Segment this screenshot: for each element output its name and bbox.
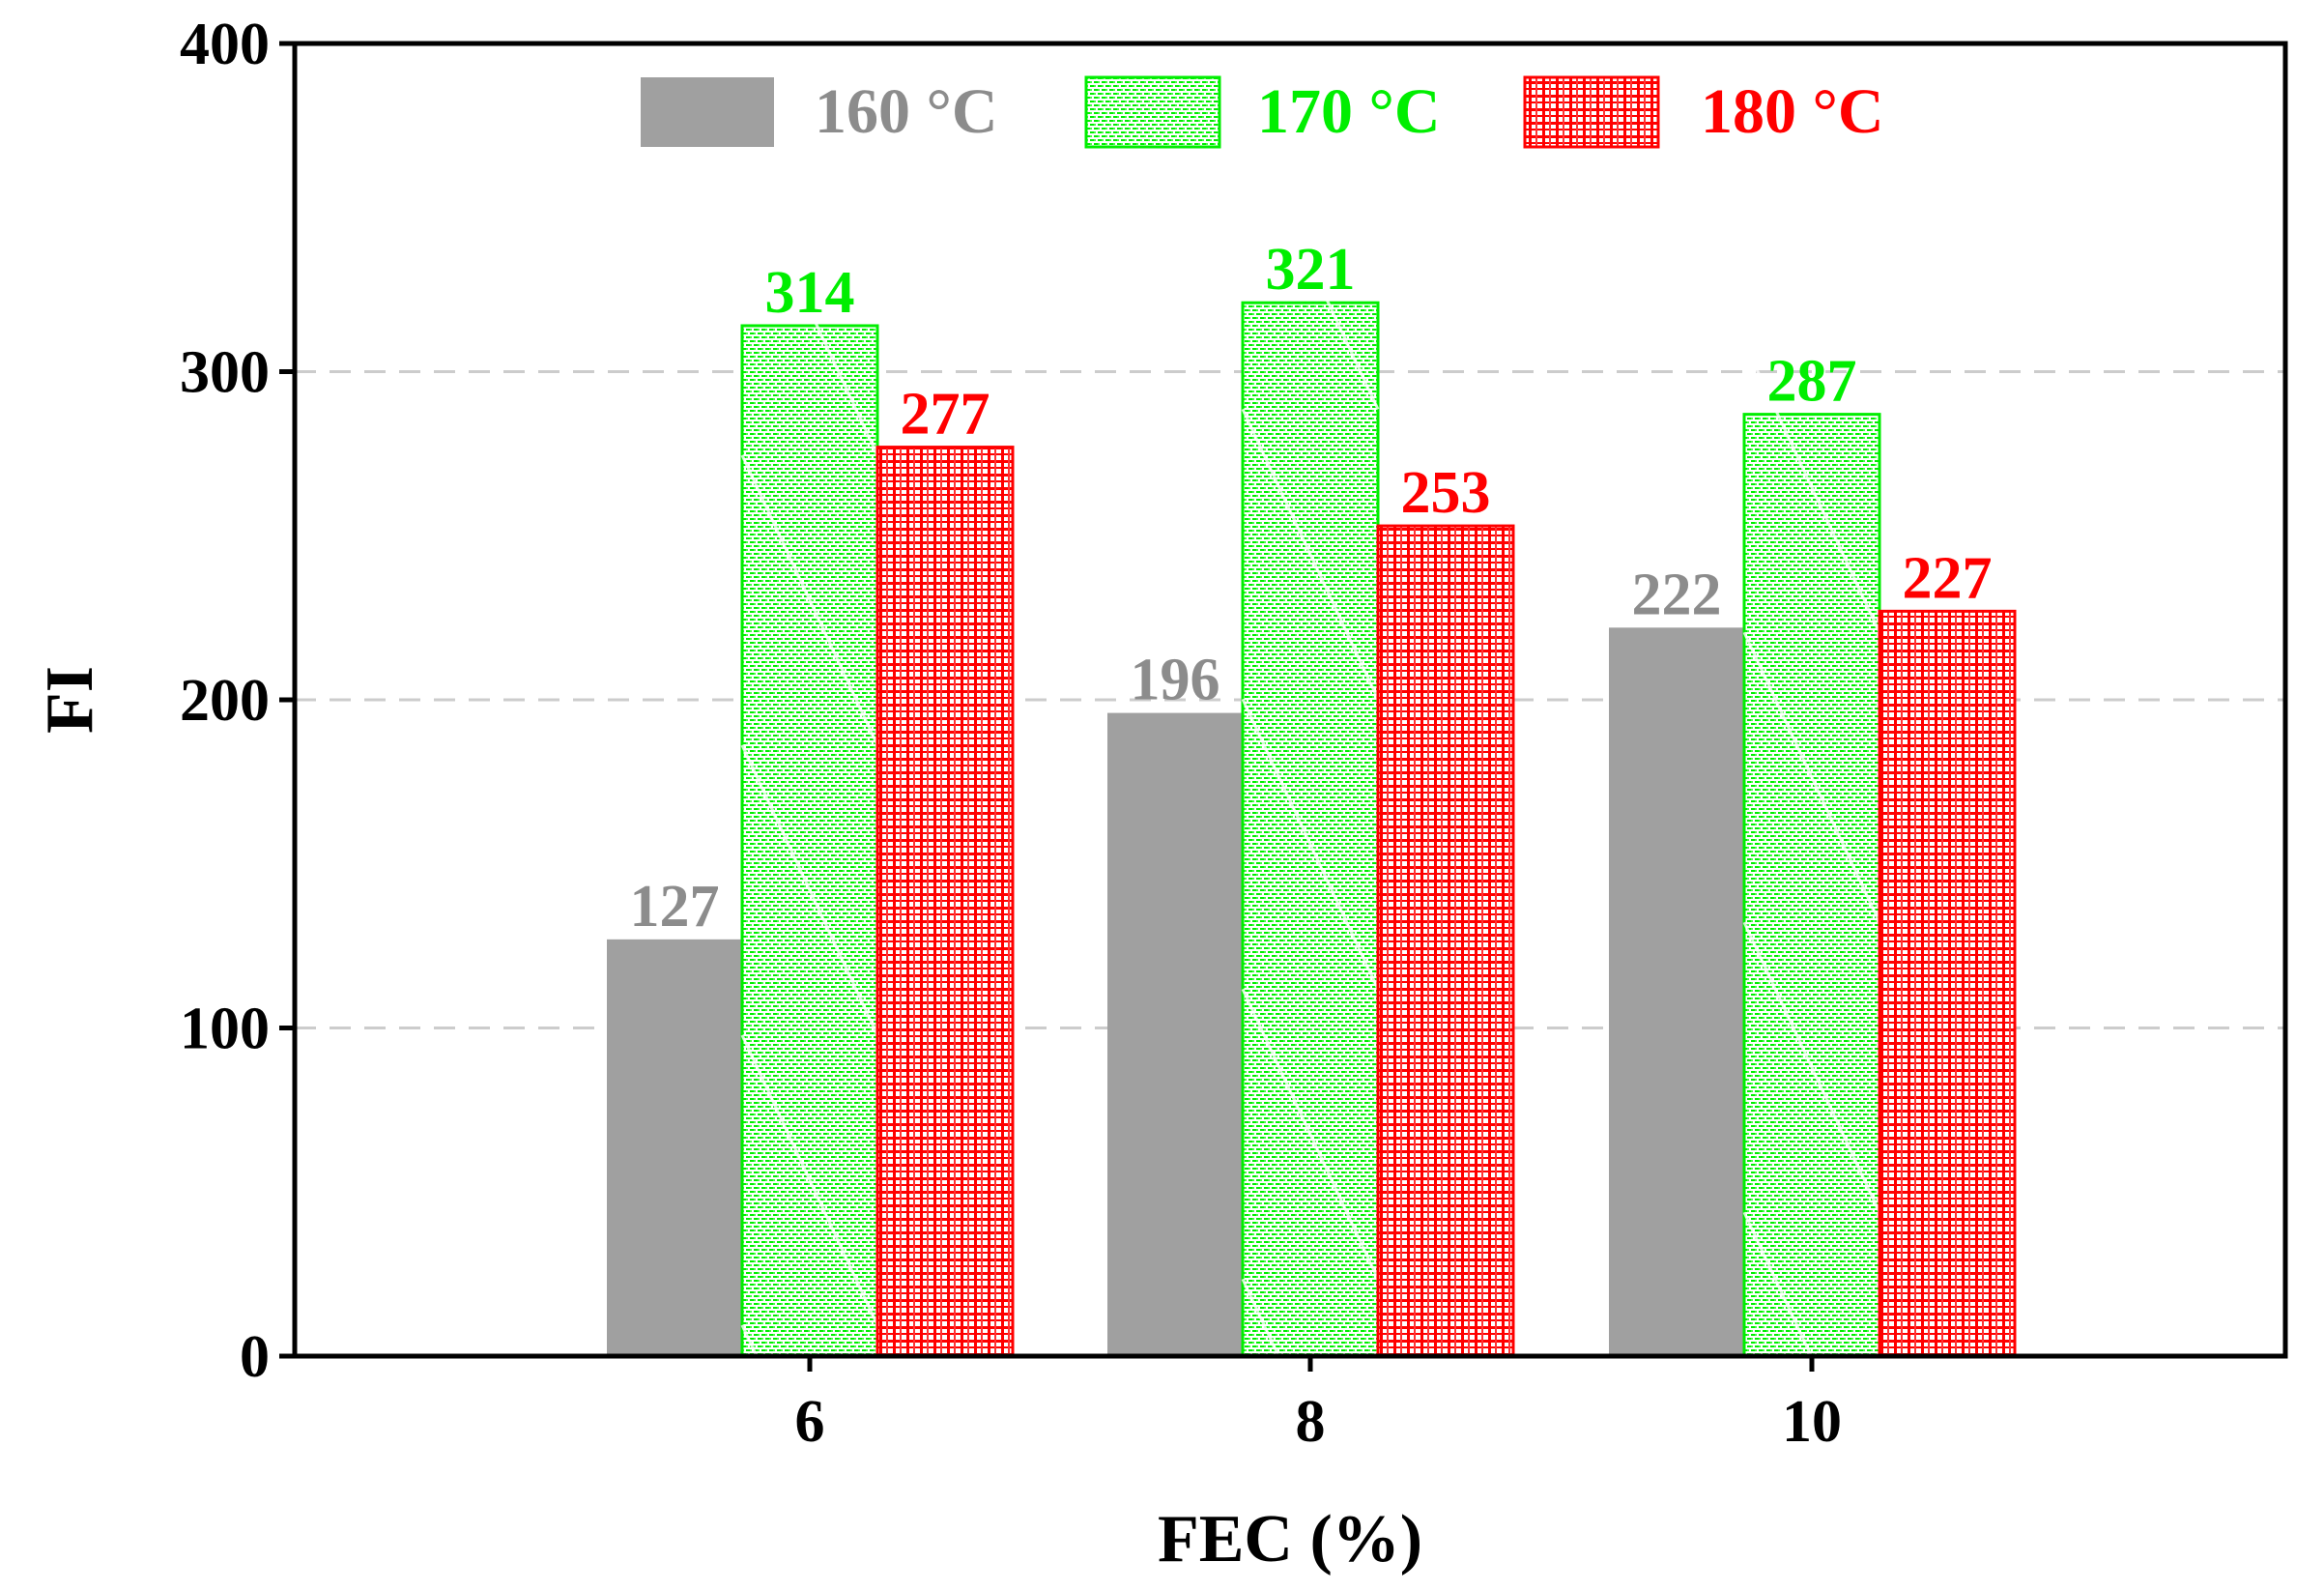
data-label: 222 [1632,562,1722,627]
bar-2-8 [1241,301,1380,1358]
hatch-line [740,454,879,746]
data-labels: 127 196 222 314 321 287 277 253 227 [630,237,1993,940]
y-tick-label: 400 [180,12,270,77]
legend-swatch-2 [1084,75,1221,149]
hatch-line [740,1324,869,1591]
bar-hatch-overlay [1742,0,1881,1503]
legend-label-1: 160 °C [815,76,998,147]
bar-3-10 [1878,609,2017,1358]
x-tick-label: 8 [1296,1389,1326,1455]
y-tick-label: 100 [180,997,270,1062]
hatch-line [740,744,879,1036]
bar-1-6 [607,939,742,1356]
data-label: 287 [1767,349,1857,415]
hatch-line [1853,0,1881,53]
hatch-line [740,164,879,456]
hatch-line [1241,1278,1380,1571]
x-tick-label: 6 [795,1389,825,1455]
hatch-line [1742,921,1881,1213]
bar-1-10 [1609,627,1744,1356]
data-label: 314 [765,260,855,326]
bar-3-6 [875,446,1015,1358]
data-label: 127 [630,874,720,940]
hatch-line [798,0,879,166]
bar-hatch-overlay [740,0,879,1591]
legend: 160 °C 170 °C 180 °C [641,75,1884,149]
bar-3-8 [1376,524,1515,1358]
hatch-line [1241,118,1380,411]
y-axis-title: FI [33,666,107,734]
hatch-line [1742,51,1881,343]
hatch-line [1742,341,1881,633]
bar-2-10 [1742,413,1881,1358]
hatch-line [1742,631,1881,923]
legend-label-2: 170 °C [1257,76,1441,147]
data-label: 196 [1131,648,1220,713]
hatch-line [1241,408,1380,701]
data-label: 253 [1401,460,1491,526]
bar-1-8 [1107,712,1243,1356]
axes: 0 100 200 300 400 6 8 10 FEC (%) FI [33,12,2288,1577]
y-tick-label: 0 [240,1324,270,1390]
hatch-line [1320,0,1380,121]
y-tick-label: 300 [180,340,270,406]
data-label: 321 [1266,237,1356,303]
data-label: 227 [1903,545,1993,611]
legend-swatch-1 [641,77,774,147]
hatch-line [740,1034,879,1326]
bar-2-6 [740,324,879,1358]
legend-swatch-3 [1523,75,1660,149]
y-tick-label: 200 [180,668,270,734]
x-tick-label: 10 [1782,1389,1842,1455]
bars [607,0,2017,1591]
x-axis-title: FEC (%) [1158,1502,1422,1577]
data-label: 277 [901,382,990,448]
legend-label-3: 180 °C [1701,76,1884,147]
hatch-line [1241,988,1380,1281]
hatch-line [1241,698,1380,991]
bar-hatch-overlay [1241,0,1380,1571]
